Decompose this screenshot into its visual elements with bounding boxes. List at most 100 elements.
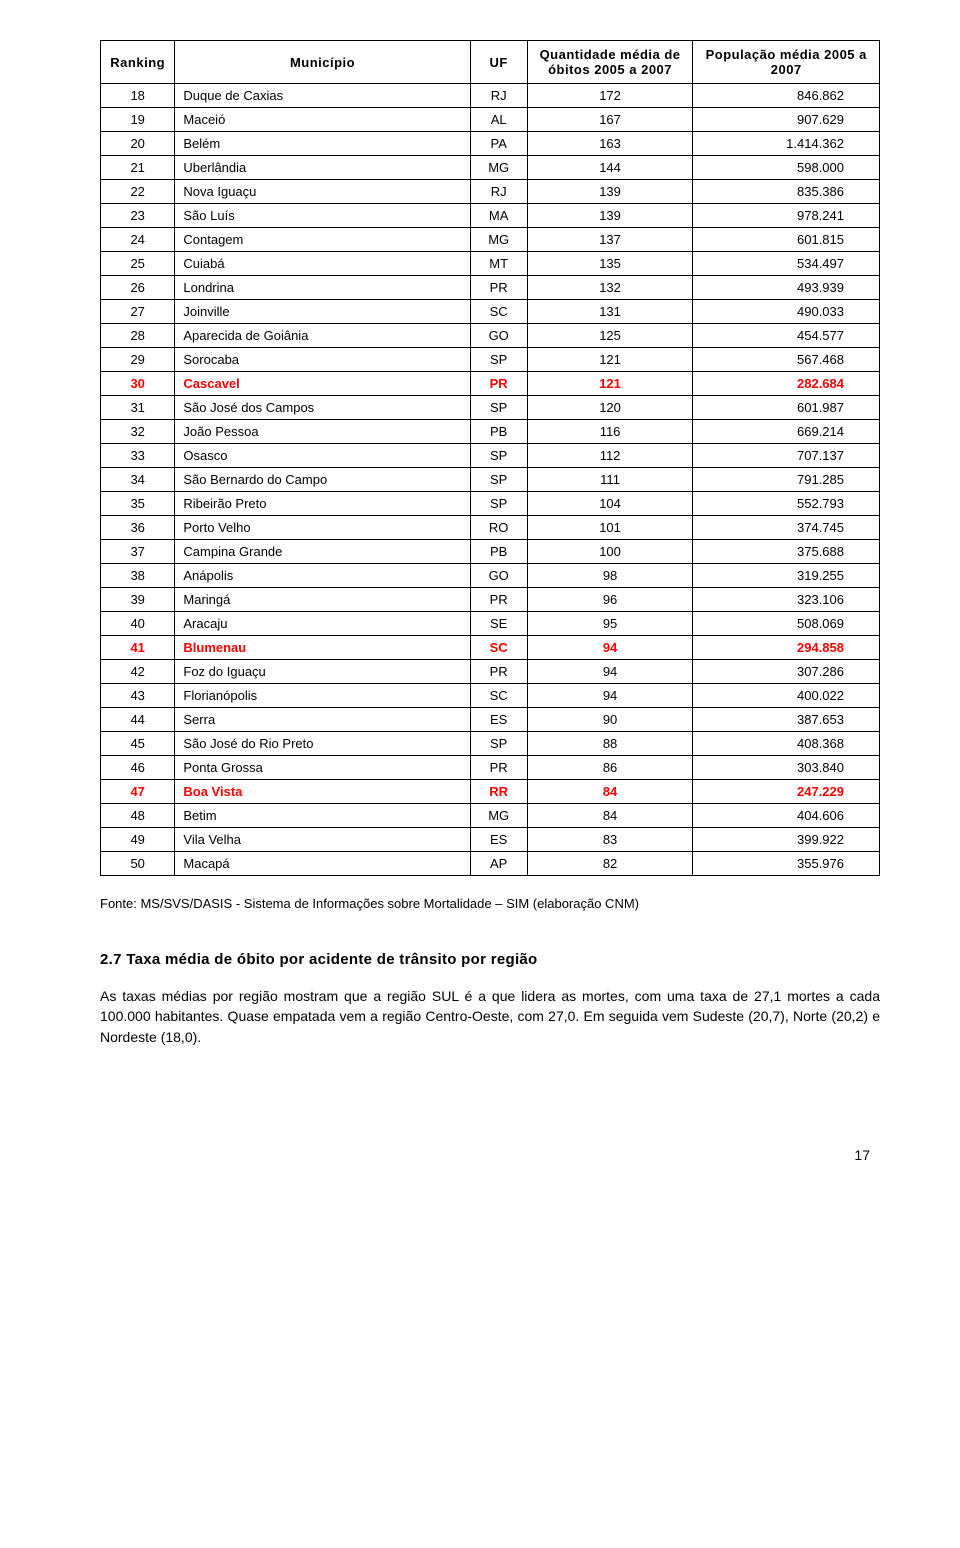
cell-uf: MA	[470, 204, 527, 228]
table-header-row: Ranking Município UF Quantidade média de…	[101, 41, 880, 84]
table-row: 43FlorianópolisSC94400.022	[101, 684, 880, 708]
cell-qtd: 137	[527, 228, 693, 252]
cell-uf: GO	[470, 324, 527, 348]
cell-pop: 282.684	[693, 372, 880, 396]
cell-municipio: Porto Velho	[175, 516, 470, 540]
table-row: 41BlumenauSC94294.858	[101, 636, 880, 660]
cell-municipio: Maringá	[175, 588, 470, 612]
cell-municipio: Nova Iguaçu	[175, 180, 470, 204]
cell-municipio: Londrina	[175, 276, 470, 300]
cell-rank: 21	[101, 156, 175, 180]
cell-uf: RJ	[470, 180, 527, 204]
cell-qtd: 94	[527, 660, 693, 684]
cell-municipio: Anápolis	[175, 564, 470, 588]
section-heading: 2.7 Taxa média de óbito por acidente de …	[100, 951, 880, 968]
table-row: 32João PessoaPB116669.214	[101, 420, 880, 444]
cell-rank: 36	[101, 516, 175, 540]
table-row: 29SorocabaSP121567.468	[101, 348, 880, 372]
cell-rank: 24	[101, 228, 175, 252]
col-qtd: Quantidade média de óbitos 2005 a 2007	[527, 41, 693, 84]
cell-qtd: 88	[527, 732, 693, 756]
cell-municipio: Campina Grande	[175, 540, 470, 564]
cell-rank: 22	[101, 180, 175, 204]
cell-pop: 534.497	[693, 252, 880, 276]
cell-pop: 907.629	[693, 108, 880, 132]
cell-municipio: Aracaju	[175, 612, 470, 636]
cell-qtd: 95	[527, 612, 693, 636]
cell-rank: 43	[101, 684, 175, 708]
cell-municipio: São José do Rio Preto	[175, 732, 470, 756]
cell-rank: 25	[101, 252, 175, 276]
cell-rank: 44	[101, 708, 175, 732]
cell-qtd: 101	[527, 516, 693, 540]
cell-municipio: Joinville	[175, 300, 470, 324]
cell-uf: PA	[470, 132, 527, 156]
table-row: 20BelémPA1631.414.362	[101, 132, 880, 156]
cell-qtd: 139	[527, 204, 693, 228]
table-row: 21UberlândiaMG144598.000	[101, 156, 880, 180]
cell-municipio: Ponta Grossa	[175, 756, 470, 780]
cell-pop: 508.069	[693, 612, 880, 636]
cell-rank: 46	[101, 756, 175, 780]
cell-rank: 35	[101, 492, 175, 516]
cell-uf: AP	[470, 852, 527, 876]
cell-uf: SP	[470, 468, 527, 492]
cell-qtd: 104	[527, 492, 693, 516]
cell-pop: 399.922	[693, 828, 880, 852]
cell-municipio: Betim	[175, 804, 470, 828]
cell-municipio: Blumenau	[175, 636, 470, 660]
cell-qtd: 84	[527, 780, 693, 804]
cell-pop: 307.286	[693, 660, 880, 684]
cell-qtd: 94	[527, 684, 693, 708]
cell-rank: 28	[101, 324, 175, 348]
table-row: 42Foz do IguaçuPR94307.286	[101, 660, 880, 684]
cell-rank: 30	[101, 372, 175, 396]
table-body: 18Duque de CaxiasRJ172846.86219MaceióAL1…	[101, 84, 880, 876]
cell-pop: 374.745	[693, 516, 880, 540]
cell-municipio: Vila Velha	[175, 828, 470, 852]
cell-pop: 400.022	[693, 684, 880, 708]
cell-qtd: 116	[527, 420, 693, 444]
cell-municipio: Aparecida de Goiânia	[175, 324, 470, 348]
cell-municipio: Belém	[175, 132, 470, 156]
cell-qtd: 132	[527, 276, 693, 300]
cell-rank: 37	[101, 540, 175, 564]
table-row: 38AnápolisGO98319.255	[101, 564, 880, 588]
table-row: 19MaceióAL167907.629	[101, 108, 880, 132]
cell-pop: 303.840	[693, 756, 880, 780]
col-uf: UF	[470, 41, 527, 84]
cell-qtd: 131	[527, 300, 693, 324]
cell-uf: SC	[470, 636, 527, 660]
cell-pop: 1.414.362	[693, 132, 880, 156]
cell-municipio: Maceió	[175, 108, 470, 132]
table-row: 47Boa VistaRR84247.229	[101, 780, 880, 804]
cell-rank: 20	[101, 132, 175, 156]
cell-municipio: Cascavel	[175, 372, 470, 396]
cell-pop: 387.653	[693, 708, 880, 732]
cell-qtd: 163	[527, 132, 693, 156]
cell-pop: 404.606	[693, 804, 880, 828]
cell-pop: 791.285	[693, 468, 880, 492]
table-row: 48BetimMG84404.606	[101, 804, 880, 828]
table-row: 23São LuísMA139978.241	[101, 204, 880, 228]
table-row: 35Ribeirão PretoSP104552.793	[101, 492, 880, 516]
cell-qtd: 96	[527, 588, 693, 612]
cell-qtd: 121	[527, 348, 693, 372]
cell-municipio: Uberlândia	[175, 156, 470, 180]
cell-qtd: 125	[527, 324, 693, 348]
cell-uf: SP	[470, 492, 527, 516]
cell-municipio: Boa Vista	[175, 780, 470, 804]
cell-pop: 598.000	[693, 156, 880, 180]
source-note: Fonte: MS/SVS/DASIS - Sistema de Informa…	[100, 896, 880, 911]
cell-qtd: 120	[527, 396, 693, 420]
cell-municipio: João Pessoa	[175, 420, 470, 444]
cell-qtd: 112	[527, 444, 693, 468]
table-row: 31São José dos CamposSP120601.987	[101, 396, 880, 420]
cell-pop: 323.106	[693, 588, 880, 612]
table-row: 27JoinvilleSC131490.033	[101, 300, 880, 324]
cell-uf: PB	[470, 540, 527, 564]
cell-rank: 18	[101, 84, 175, 108]
cell-pop: 493.939	[693, 276, 880, 300]
cell-uf: PB	[470, 420, 527, 444]
cell-rank: 38	[101, 564, 175, 588]
